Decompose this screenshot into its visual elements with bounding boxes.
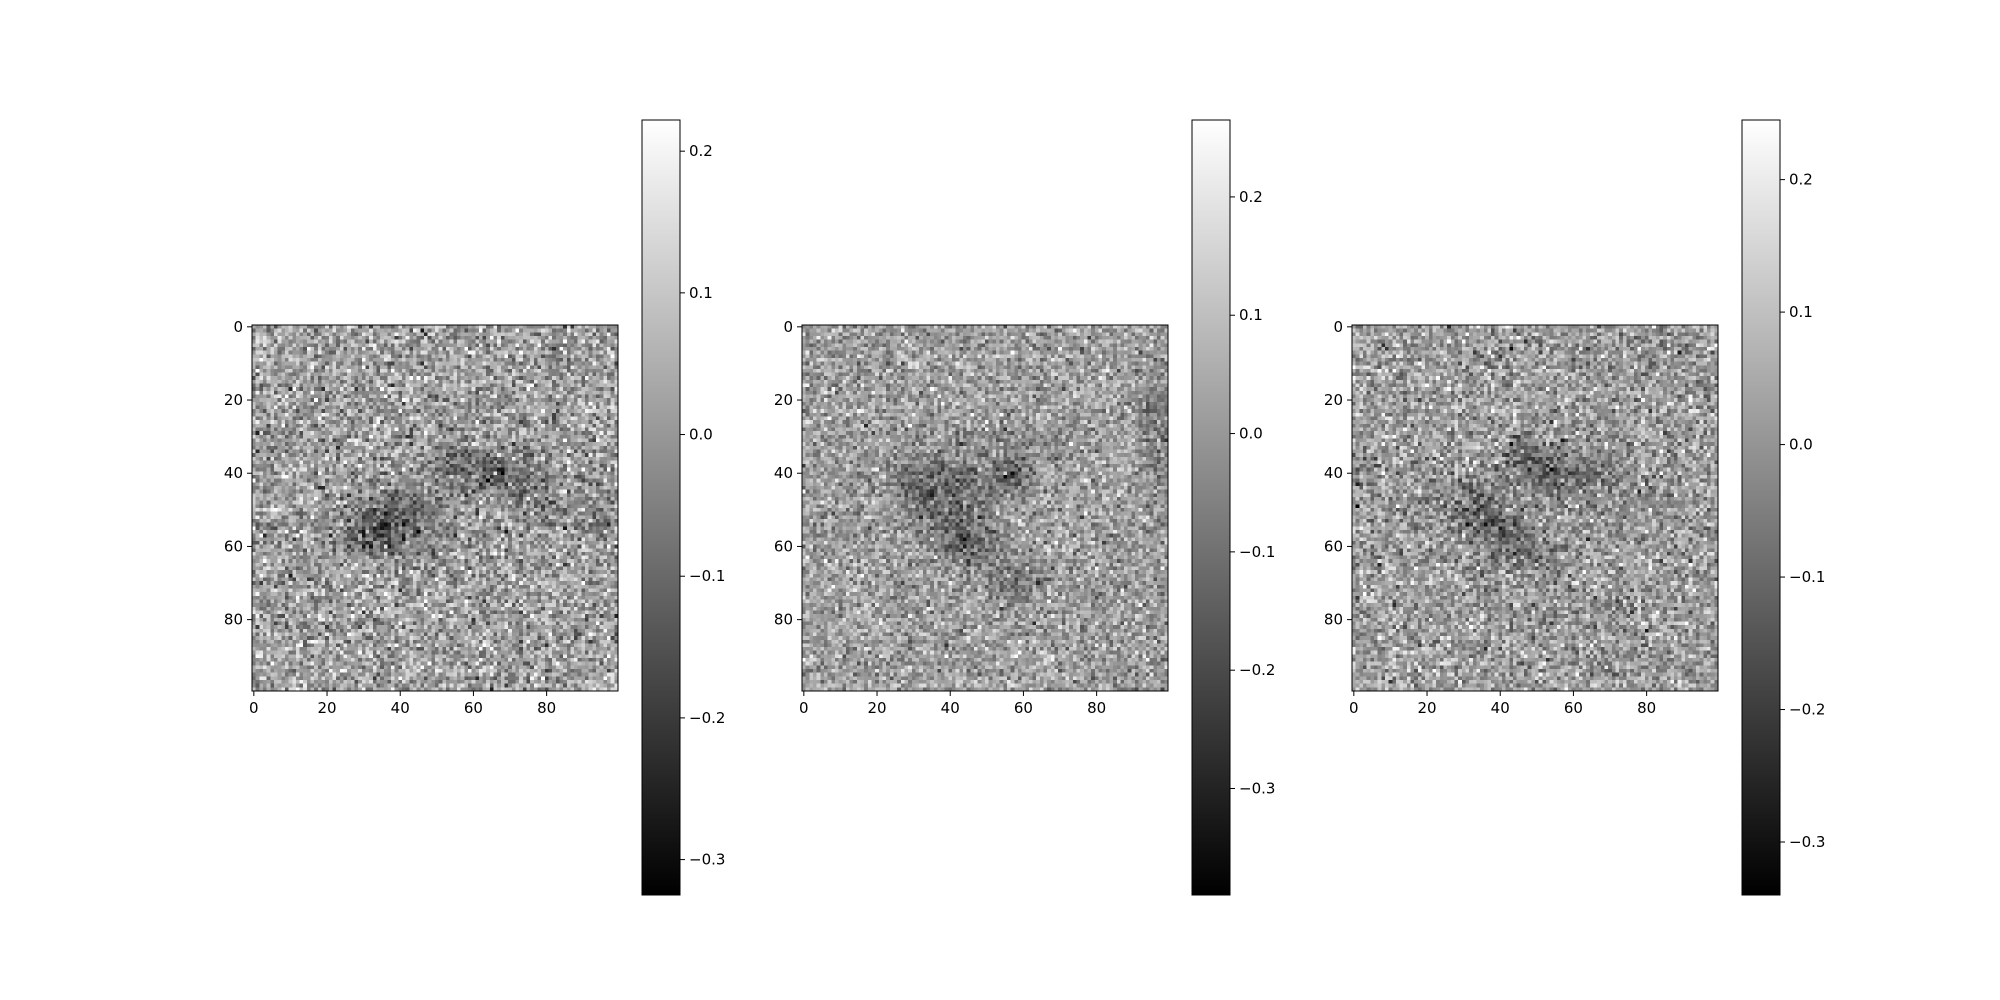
colorbar-tick-label: −0.1 xyxy=(689,567,725,585)
heatmap-frame xyxy=(251,324,619,692)
colorbar-tick-label: −0.2 xyxy=(689,709,725,727)
colorbar: 0.2 0.1 0.0 −0.1 −0.2 −0.3 xyxy=(1741,119,1825,896)
colorbar-tick-label: −0.3 xyxy=(689,851,725,869)
colorbar-tick-label: −0.1 xyxy=(1789,568,1825,586)
y-tick-label: 20 xyxy=(774,391,793,409)
colorbar-tick-label: −0.2 xyxy=(1789,701,1825,719)
y-tick-label: 40 xyxy=(1324,464,1343,482)
y-tick-label: 60 xyxy=(1324,537,1343,555)
y-tick-label: 80 xyxy=(224,611,243,629)
x-tick-label: 60 xyxy=(464,699,483,717)
y-tick-label: 60 xyxy=(224,537,243,555)
colorbar: 0.2 0.1 0.0 −0.1 −0.2 −0.3 xyxy=(641,119,725,896)
y-tick-label: 0 xyxy=(783,318,793,336)
x-tick-label: 40 xyxy=(391,699,410,717)
colorbar-tick-label: 0.1 xyxy=(689,284,713,302)
colorbar-tick-label: 0.1 xyxy=(1239,306,1263,324)
x-tick-label: 80 xyxy=(537,699,556,717)
y-tick-label: 20 xyxy=(224,391,243,409)
y-tick-label: 60 xyxy=(774,537,793,555)
colorbar-tick-label: 0.0 xyxy=(689,426,713,444)
colorbar-tick-label: 0.0 xyxy=(1239,425,1263,443)
x-tick-label: 20 xyxy=(1417,699,1436,717)
y-tick-label: 0 xyxy=(1333,318,1343,336)
x-tick-label: 80 xyxy=(1637,699,1656,717)
colorbar-tick-label: 0.0 xyxy=(1789,436,1813,454)
y-tick-label: 20 xyxy=(1324,391,1343,409)
heatmap-panel-1: 0 20 40 60 80 0 20 40 60 80 0.2 0.1 0.0 −0.1 −0.2 −0.3 xyxy=(224,119,725,896)
y-tick-label: 40 xyxy=(224,464,243,482)
colorbar-tick-label: 0.2 xyxy=(1789,171,1813,189)
y-tick-label: 0 xyxy=(233,318,243,336)
heatmap-image xyxy=(802,325,1168,691)
x-tick-label: 60 xyxy=(1014,699,1033,717)
heatmap-image xyxy=(252,325,618,691)
heatmap-panel-2: 0 20 40 60 80 0 20 40 60 80 0.2 0.1 0.0 −0.1 −0.2 −0.3 xyxy=(774,119,1275,896)
y-tick-label: 80 xyxy=(774,611,793,629)
colorbar-tick-label: −0.2 xyxy=(1239,661,1275,679)
x-tick-label: 40 xyxy=(941,699,960,717)
colorbar-tick-label: −0.1 xyxy=(1239,543,1275,561)
colorbar: 0.2 0.1 0.0 −0.1 −0.2 −0.3 xyxy=(1191,119,1275,896)
colorbar-gradient xyxy=(1191,119,1231,896)
x-tick-label: 20 xyxy=(317,699,336,717)
colorbar-tick-label: −0.3 xyxy=(1789,833,1825,851)
y-tick-label: 80 xyxy=(1324,611,1343,629)
y-tick-label: 40 xyxy=(774,464,793,482)
x-tick-label: 60 xyxy=(1564,699,1583,717)
colorbar-gradient xyxy=(641,119,681,896)
x-tick-label: 0 xyxy=(1349,699,1359,717)
colorbar-tick-label: −0.3 xyxy=(1239,780,1275,798)
heatmap-image xyxy=(1352,325,1718,691)
x-tick-label: 0 xyxy=(799,699,809,717)
colorbar-tick-label: 0.1 xyxy=(1789,303,1813,321)
heatmap-frame xyxy=(801,324,1169,692)
heatmap-frame xyxy=(1351,324,1719,692)
x-tick-label: 20 xyxy=(867,699,886,717)
colorbar-gradient xyxy=(1741,119,1781,896)
x-tick-label: 0 xyxy=(249,699,259,717)
colorbar-tick-label: 0.2 xyxy=(1239,188,1263,206)
heatmap-panel-3: 0 20 40 60 80 0 20 40 60 80 0.2 0.1 0.0 −0.1 −0.2 −0.3 xyxy=(1324,119,1825,896)
colorbar-tick-label: 0.2 xyxy=(689,142,713,160)
x-tick-label: 80 xyxy=(1087,699,1106,717)
x-tick-label: 40 xyxy=(1491,699,1510,717)
